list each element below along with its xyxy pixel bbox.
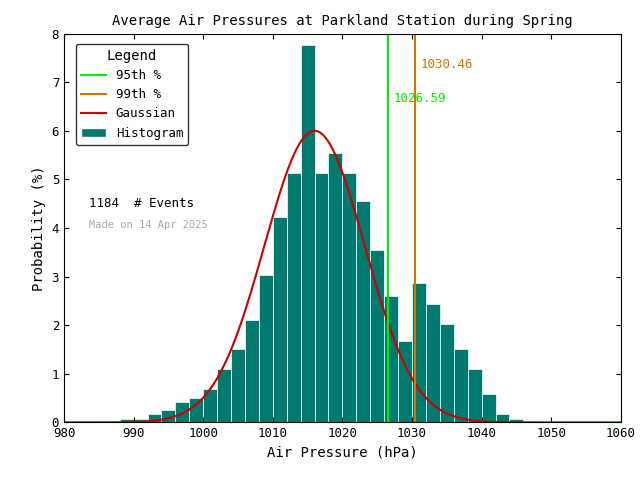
Bar — [371, 251, 384, 422]
Bar — [342, 173, 356, 422]
X-axis label: Air Pressure (hPa): Air Pressure (hPa) — [267, 446, 418, 460]
Bar — [287, 173, 301, 422]
Text: 1030.46: 1030.46 — [420, 58, 473, 71]
Bar — [328, 153, 342, 422]
Bar — [454, 348, 468, 422]
Bar — [426, 304, 440, 422]
Bar — [217, 369, 231, 422]
Bar — [315, 173, 328, 422]
Bar — [412, 283, 426, 422]
Text: 1026.59: 1026.59 — [394, 92, 446, 105]
Bar — [161, 410, 175, 422]
Bar — [398, 341, 412, 422]
Bar — [468, 369, 482, 422]
Bar — [245, 320, 259, 422]
Bar — [384, 296, 398, 422]
Bar — [259, 275, 273, 422]
Bar — [440, 324, 454, 422]
Bar — [134, 419, 148, 422]
Bar — [356, 201, 371, 422]
Bar — [189, 397, 204, 422]
Text: 1184  # Events: 1184 # Events — [89, 197, 194, 210]
Bar — [148, 414, 161, 422]
Text: Made on 14 Apr 2025: Made on 14 Apr 2025 — [89, 220, 208, 230]
Bar — [495, 414, 509, 422]
Bar — [509, 419, 524, 422]
Bar — [204, 389, 217, 422]
Y-axis label: Probability (%): Probability (%) — [32, 165, 46, 291]
Legend: 95th %, 99th %, Gaussian, Histogram: 95th %, 99th %, Gaussian, Histogram — [76, 44, 188, 145]
Bar — [231, 348, 245, 422]
Bar — [175, 402, 189, 422]
Bar — [120, 419, 134, 422]
Bar — [273, 217, 287, 422]
Bar — [301, 45, 315, 422]
Title: Average Air Pressures at Parkland Station during Spring: Average Air Pressures at Parkland Statio… — [112, 14, 573, 28]
Bar — [482, 394, 495, 422]
